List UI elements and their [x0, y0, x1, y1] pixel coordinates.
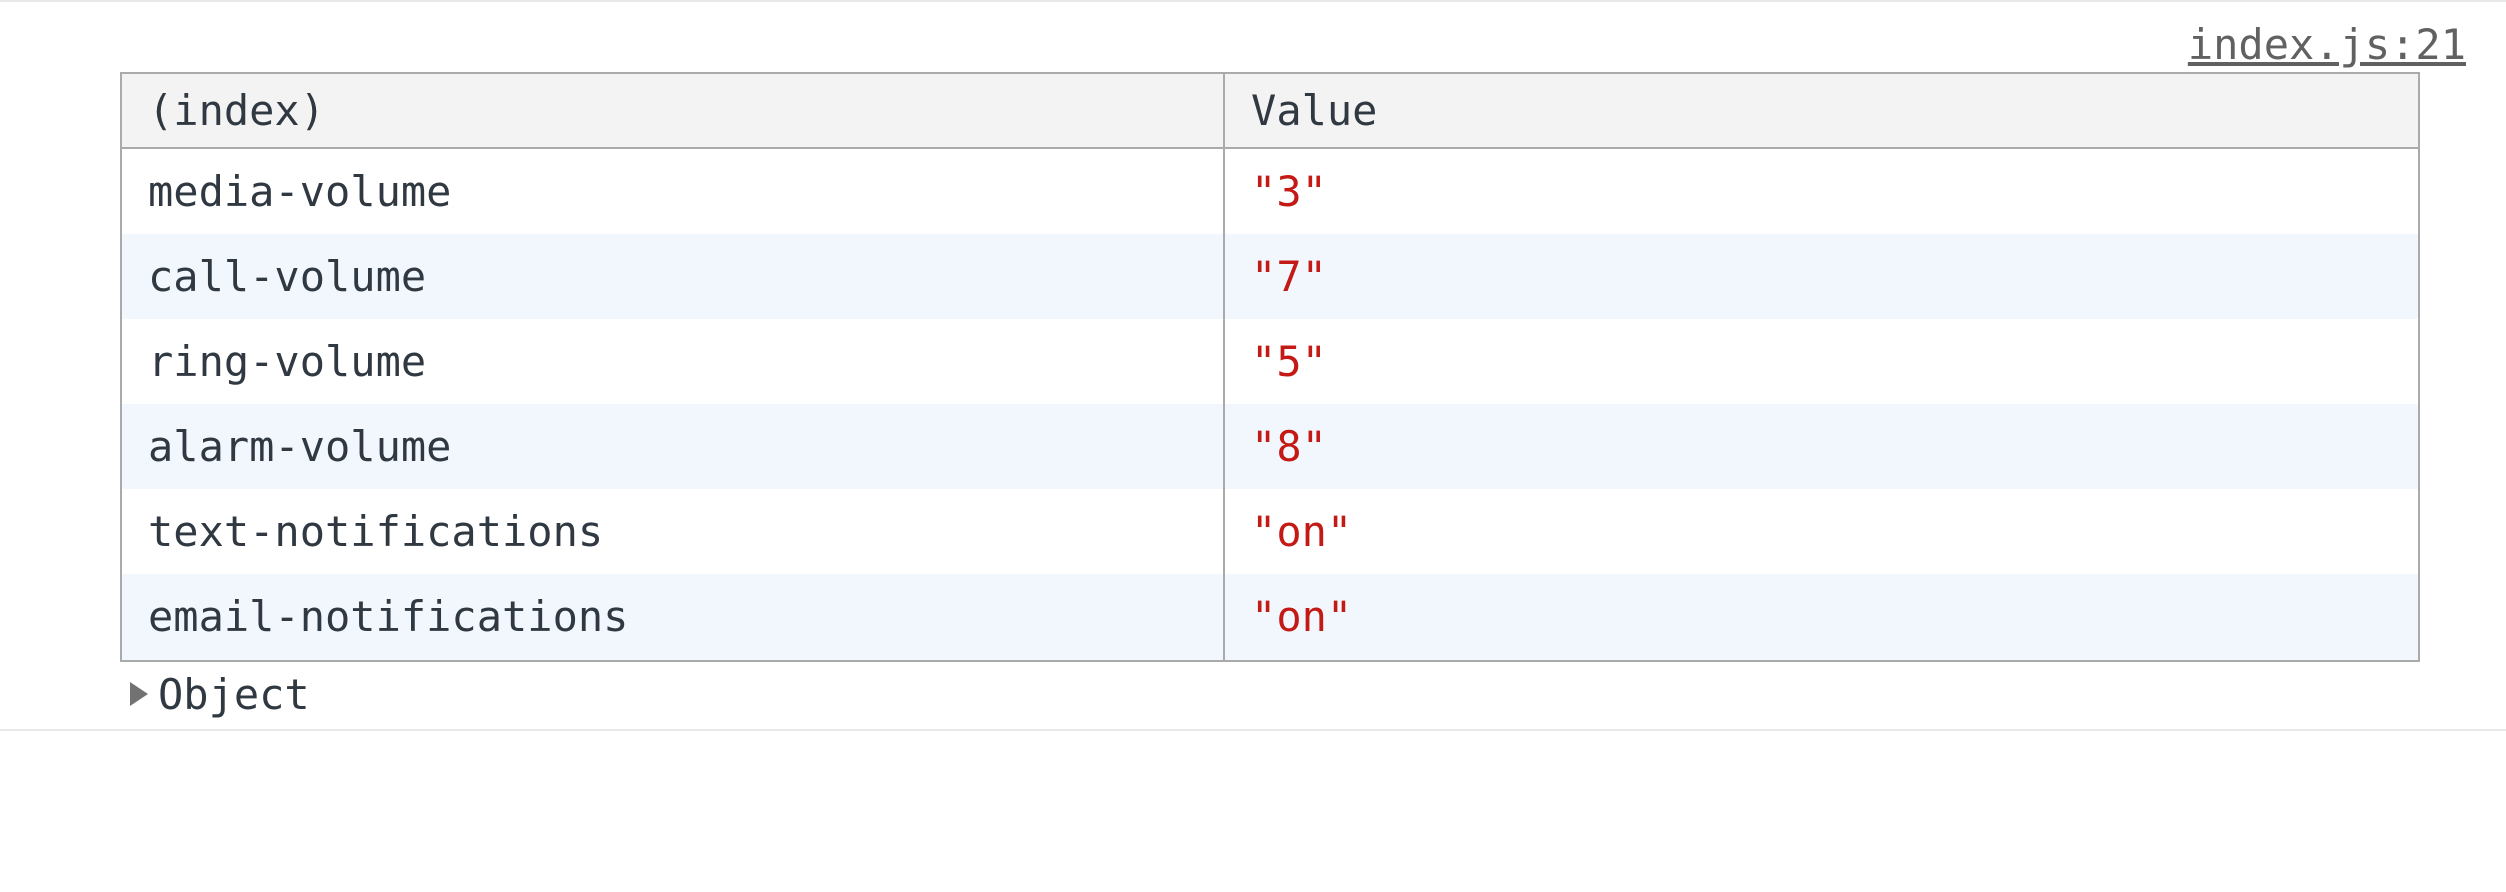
table-row[interactable]: text-notifications "on" — [121, 489, 2419, 574]
cell-value: "7" — [1224, 234, 2419, 319]
cell-index: call-volume — [121, 234, 1224, 319]
cell-value: "on" — [1224, 489, 2419, 574]
cell-index: alarm-volume — [121, 404, 1224, 489]
table-row[interactable]: media-volume "3" — [121, 148, 2419, 234]
cell-value: "8" — [1224, 404, 2419, 489]
disclosure-triangle-icon — [130, 682, 148, 706]
table-row[interactable]: call-volume "7" — [121, 234, 2419, 319]
cell-value: "on" — [1224, 574, 2419, 660]
table-body: media-volume "3" call-volume "7" ring-vo… — [121, 148, 2419, 661]
column-header-value[interactable]: Value — [1224, 73, 2419, 148]
table-row[interactable]: ring-volume "5" — [121, 319, 2419, 404]
console-table: (index) Value media-volume "3" call-volu… — [120, 72, 2420, 662]
cell-index: text-notifications — [121, 489, 1224, 574]
column-header-index[interactable]: (index) — [121, 73, 1224, 148]
cell-index: email-notifications — [121, 574, 1224, 660]
source-location-link[interactable]: index.js:21 — [2188, 20, 2466, 69]
object-expander[interactable]: Object — [130, 670, 2466, 719]
cell-index: media-volume — [121, 148, 1224, 234]
table-row[interactable]: alarm-volume "8" — [121, 404, 2419, 489]
table-header-row: (index) Value — [121, 73, 2419, 148]
table-row[interactable]: email-notifications "on" — [121, 574, 2419, 660]
cell-index: ring-volume — [121, 319, 1224, 404]
console-log-entry: index.js:21 (index) Value media-volume "… — [0, 0, 2506, 731]
object-label: Object — [158, 670, 310, 719]
cell-value: "3" — [1224, 148, 2419, 234]
cell-value: "5" — [1224, 319, 2419, 404]
